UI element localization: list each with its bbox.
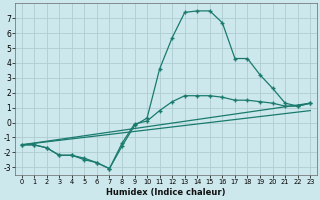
X-axis label: Humidex (Indice chaleur): Humidex (Indice chaleur) bbox=[106, 188, 226, 197]
